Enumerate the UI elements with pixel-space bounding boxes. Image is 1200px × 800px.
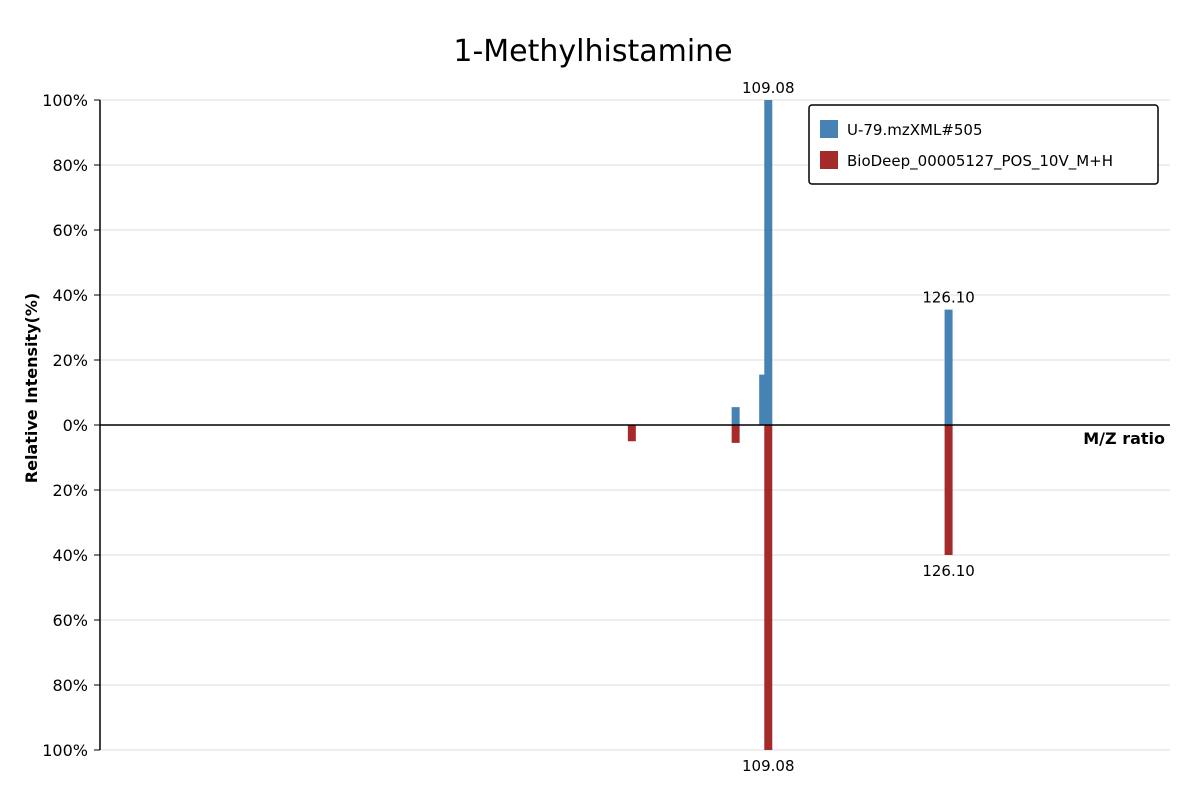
peak-label: 126.10 xyxy=(922,562,975,580)
grid-lines xyxy=(100,99,1170,751)
peak-label: 109.08 xyxy=(742,79,795,97)
peak-bar xyxy=(627,425,636,442)
legend-swatch xyxy=(820,151,838,169)
legend-swatch xyxy=(820,120,838,138)
y-tick-label: 100% xyxy=(42,91,88,110)
y-tick-label: 40% xyxy=(52,546,88,565)
legend-label: U-79.mzXML#505 xyxy=(847,121,983,139)
y-tick-label: 80% xyxy=(52,676,88,695)
legend-box xyxy=(808,104,1159,185)
peak-bar xyxy=(759,374,768,425)
y-tick-label: 80% xyxy=(52,156,88,175)
chart-title: 1-Methylhistamine xyxy=(453,34,732,69)
legend-label: BioDeep_00005127_POS_10V_M+H xyxy=(847,152,1113,171)
peak-bar xyxy=(731,407,740,425)
y-tick-label: 60% xyxy=(52,611,88,630)
y-tick-label: 40% xyxy=(52,286,88,305)
y-tick-label: 0% xyxy=(63,416,88,435)
peak-label: 109.08 xyxy=(742,757,795,775)
peak-bar xyxy=(944,425,953,555)
peak-bar xyxy=(764,425,773,750)
y-axis-ticks: 100% 80% 60% 40% 20% 0% 20% 40% 60% 80% 100% xyxy=(42,91,100,760)
peak-bar xyxy=(764,100,773,425)
y-axis-title: Relative Intensity(%) xyxy=(22,293,41,483)
peak-label: 126.10 xyxy=(922,289,975,307)
y-tick-label: 100% xyxy=(42,741,88,760)
peak-labels: 109.08 126.10 109.08 126.10 xyxy=(742,79,975,775)
peak-bar xyxy=(731,425,740,443)
x-axis-title: M/Z ratio xyxy=(1083,429,1165,448)
legend: U-79.mzXML#505 BioDeep_00005127_POS_10V_… xyxy=(808,104,1159,185)
y-tick-label: 20% xyxy=(52,351,88,370)
y-tick-label: 20% xyxy=(52,481,88,500)
peak-bar xyxy=(944,309,953,425)
peak-bars xyxy=(627,100,953,750)
y-tick-label: 60% xyxy=(52,221,88,240)
